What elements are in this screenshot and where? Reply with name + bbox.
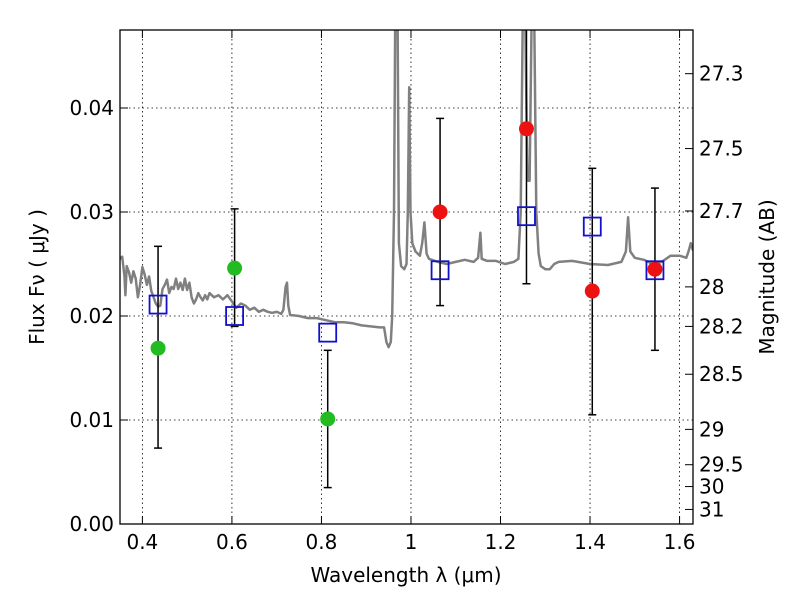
y-tick-label-2: 0.02 — [69, 304, 114, 328]
right-tick-label-6: 29 — [699, 417, 724, 441]
model-bandpass-box-0 — [148, 294, 168, 315]
optical-photometry-marker-1 — [227, 260, 243, 276]
right-tick-label-3: 28 — [699, 275, 724, 299]
x-tick-label-3: 1 — [405, 530, 418, 554]
model-spectrum-line — [120, 30, 693, 349]
right-tick-label-4: 28.2 — [699, 314, 744, 338]
x-tick-label-1: 0.6 — [216, 530, 248, 554]
optical-photometry-marker-0 — [150, 340, 166, 356]
x-tick-label-5: 1.4 — [574, 530, 606, 554]
model-bandpass-box-4 — [517, 206, 536, 227]
right-tick-label-2: 27.7 — [699, 199, 744, 223]
x-tick-label-0: 0.4 — [126, 530, 158, 554]
infrared-photometry-marker-0 — [432, 204, 448, 220]
x-tick-label-2: 0.8 — [306, 530, 338, 554]
y-tick-label-0: 0.00 — [69, 512, 114, 536]
x-tick-label-6: 1.6 — [664, 530, 696, 554]
model-bandpass-box-6 — [645, 260, 665, 281]
x-tick-label-4: 1.2 — [485, 530, 517, 554]
infrared-photometry-marker-2 — [584, 283, 600, 299]
model-bandpass-box-2 — [318, 322, 338, 343]
model-bandpass-box-3 — [430, 260, 450, 281]
right-tick-label-8: 30 — [699, 475, 724, 499]
infrared-photometry-marker-3 — [647, 261, 663, 277]
y-tick-label-3: 0.03 — [69, 200, 114, 224]
y-tick-label-1: 0.01 — [69, 408, 114, 432]
right-y-axis-label: Magnitude (AB) — [755, 199, 779, 354]
right-tick-label-0: 27.3 — [699, 62, 744, 86]
marker-layer — [148, 121, 665, 427]
right-tick-label-7: 29.5 — [699, 453, 744, 477]
ticks — [120, 30, 693, 525]
y-tick-label-4: 0.04 — [69, 96, 114, 120]
x-axis-label: Wavelength λ (μm) — [310, 563, 501, 587]
model-bandpass-box-1 — [225, 306, 245, 326]
optical-photometry-marker-2 — [320, 411, 336, 427]
infrared-photometry-marker-1 — [518, 121, 534, 137]
y-axis-label: Flux Fν ( μJy ) — [25, 209, 49, 345]
plot-frame — [119, 29, 694, 525]
tick-labels: 0.4 0.6 0.8 1 1.2 1.4 1.6 0.00 0.01 0.02 0.03 0.04 2… — [69, 62, 743, 554]
right-tick-label-1: 27.5 — [699, 137, 744, 161]
right-tick-label-5: 28.5 — [699, 362, 744, 386]
model-bandpass-box-5 — [582, 216, 602, 237]
model-spectrum-layer — [120, 30, 693, 349]
right-tick-label-9: 31 — [699, 497, 724, 521]
